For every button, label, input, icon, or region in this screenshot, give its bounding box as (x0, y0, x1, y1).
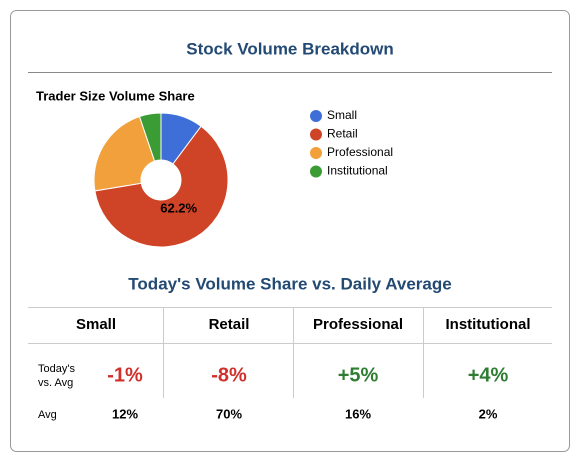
row-label: Avg (38, 409, 57, 421)
table-cell: 2% (479, 406, 498, 421)
table-cell: +4% (468, 364, 509, 386)
table-cell: 12% (112, 406, 138, 421)
column-header: Institutional (446, 316, 531, 333)
data-label: 62.2% (160, 200, 197, 215)
table-cell: -1% (107, 364, 143, 386)
chart-title: Trader Size Volume Share (36, 88, 195, 103)
legend-label: Institutional (327, 164, 388, 178)
column-header: Small (76, 316, 116, 333)
table-cell: +5% (338, 364, 379, 386)
row-label: Today's vs. Avg (38, 363, 75, 389)
pie-slice (94, 125, 229, 248)
pie-slice (138, 112, 162, 162)
table-cell: 16% (345, 406, 371, 421)
legend-swatch (310, 110, 322, 122)
table-cell: 70% (216, 406, 242, 421)
column-header: Professional (313, 316, 403, 333)
legend-swatch (310, 128, 322, 141)
legend-swatch (310, 147, 322, 159)
pie-slice (93, 115, 156, 192)
legend-swatch (310, 165, 322, 178)
legend-label: Professional (327, 145, 393, 159)
title: Stock Volume Breakdown (186, 39, 394, 58)
table-title: Today's Volume Share vs. Daily Average (128, 274, 451, 293)
column-header: Retail (209, 316, 250, 333)
legend-label: Small (327, 108, 357, 122)
legend-label: Retail (327, 127, 358, 141)
table-cell: -8% (211, 364, 247, 386)
